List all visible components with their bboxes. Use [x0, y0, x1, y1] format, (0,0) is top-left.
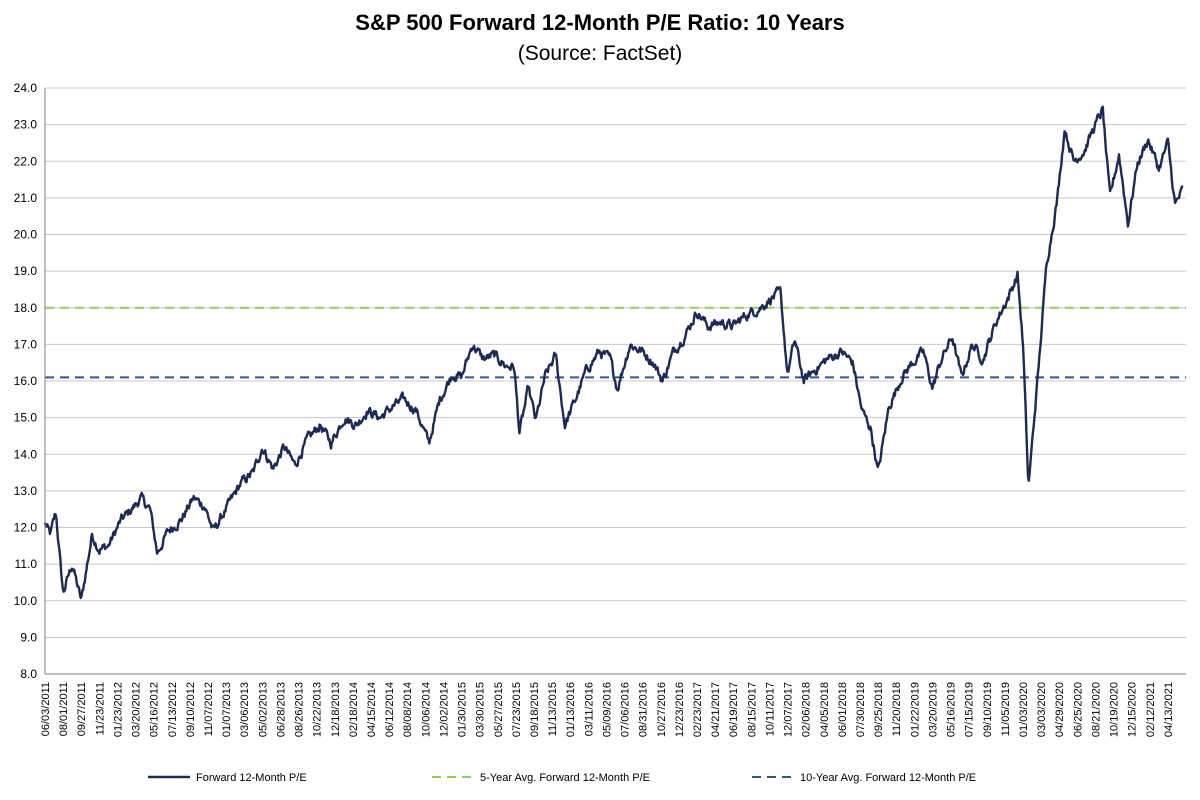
x-tick-label: 06/12/2014 — [384, 682, 396, 737]
y-tick-label: 24.0 — [14, 81, 38, 95]
legend-five-year-avg-label: 5-Year Avg. Forward 12-Month P/E — [480, 772, 650, 784]
y-tick-label: 23.0 — [14, 118, 38, 132]
axes — [44, 88, 1186, 675]
x-tick-label: 10/22/2013 — [312, 682, 324, 737]
y-tick-label: 8.0 — [20, 667, 37, 681]
x-tick-label: 06/25/2020 — [1072, 682, 1084, 737]
y-tick-label: 14.0 — [14, 447, 38, 461]
x-tick-label: 12/07/2017 — [783, 682, 795, 737]
y-tick-label: 22.0 — [14, 154, 38, 168]
x-tick-label: 06/19/2017 — [728, 682, 740, 737]
x-tick-label: 10/11/2017 — [764, 682, 776, 736]
x-tick-label: 12/23/2016 — [674, 682, 686, 737]
x-tick-label: 07/30/2018 — [855, 682, 867, 737]
x-tick-label: 11/05/2019 — [1000, 682, 1012, 736]
x-tick-label: 08/08/2014 — [402, 682, 414, 737]
x-tick-label: 03/20/2019 — [927, 682, 939, 737]
x-tick-label: 08/15/2017 — [746, 682, 758, 737]
x-tick-label: 01/13/2016 — [565, 682, 577, 737]
x-tick-label: 08/21/2020 — [1090, 682, 1102, 737]
x-tick-label: 03/20/2012 — [131, 682, 143, 737]
chart-subtitle: (Source: FactSet) — [518, 42, 683, 65]
x-tick-label: 11/13/2015 — [547, 682, 559, 736]
x-tick-label: 06/03/2011 — [40, 682, 52, 736]
legend-ten-year-avg-label: 10-Year Avg. Forward 12-Month P/E — [800, 772, 976, 784]
x-tick-label: 01/23/2012 — [112, 682, 124, 737]
x-tick-label: 04/29/2020 — [1054, 682, 1066, 737]
x-tick-label: 10/19/2020 — [1109, 682, 1121, 737]
x-tick-label: 05/16/2012 — [149, 682, 161, 737]
x-tick-label: 06/28/2013 — [275, 682, 287, 737]
x-tick-label: 03/11/2016 — [583, 682, 595, 736]
y-tick-label: 21.0 — [14, 191, 38, 205]
x-tick-label: 11/20/2018 — [891, 682, 903, 736]
x-tick-label: 08/31/2016 — [638, 682, 650, 737]
x-tick-label: 09/10/2019 — [982, 682, 994, 737]
y-axis-ticks: 8.0 9.0 10.0 11.0 12.0 13.0 14.0 15.0 16.0 17.0 18… — [14, 81, 38, 681]
x-tick-label: 07/06/2016 — [620, 682, 632, 737]
x-tick-label: 05/27/2015 — [493, 682, 505, 737]
x-axis-ticks: 06/03/2011 08/01/2011 09/27/2011 11/23/2011… — [40, 682, 1175, 737]
x-tick-label: 02/23/2017 — [692, 682, 704, 737]
x-tick-label: 11/23/2011 — [94, 682, 106, 735]
x-tick-label: 01/22/2019 — [909, 682, 921, 737]
legend-forward-pe-label: Forward 12-Month P/E — [196, 772, 307, 784]
x-tick-label: 09/25/2018 — [873, 682, 885, 737]
x-tick-label: 01/07/2013 — [221, 682, 233, 737]
x-tick-label: 09/27/2011 — [76, 682, 88, 736]
x-tick-label: 03/03/2020 — [1036, 682, 1048, 737]
y-tick-label: 16.0 — [14, 374, 38, 388]
x-tick-label: 07/15/2019 — [964, 682, 976, 737]
x-tick-label: 05/16/2019 — [946, 682, 958, 737]
x-tick-label: 07/13/2012 — [167, 682, 179, 737]
x-tick-label: 12/15/2020 — [1127, 682, 1139, 737]
y-tick-label: 20.0 — [14, 228, 38, 242]
y-tick-label: 17.0 — [14, 337, 38, 351]
x-tick-label: 07/23/2015 — [511, 682, 523, 737]
average-lines — [45, 306, 1186, 379]
x-tick-label: 01/03/2020 — [1018, 682, 1030, 737]
x-tick-label: 11/07/2012 — [203, 682, 215, 736]
y-tick-label: 12.0 — [14, 521, 38, 535]
x-tick-label: 03/30/2015 — [475, 682, 487, 737]
y-tick-label: 10.0 — [14, 594, 38, 608]
x-tick-label: 03/06/2013 — [239, 682, 251, 737]
x-tick-label: 08/26/2013 — [294, 682, 306, 737]
x-tick-label: 05/02/2013 — [257, 682, 269, 737]
x-tick-label: 05/09/2016 — [601, 682, 613, 737]
x-tick-label: 12/02/2014 — [438, 682, 450, 737]
x-tick-label: 02/06/2018 — [801, 682, 813, 737]
y-tick-label: 9.0 — [20, 630, 37, 644]
y-tick-label: 13.0 — [14, 484, 38, 498]
x-tick-label: 08/01/2011 — [58, 682, 70, 736]
y-tick-label: 11.0 — [15, 557, 38, 571]
x-tick-label: 01/30/2015 — [457, 682, 469, 737]
x-tick-label: 02/12/2021 — [1145, 682, 1157, 737]
x-tick-label: 10/27/2016 — [656, 682, 668, 737]
y-tick-label: 18.0 — [14, 301, 38, 315]
x-tick-label: 12/18/2013 — [330, 682, 342, 737]
legend: Forward 12-Month P/E 5-Year Avg. Forward … — [148, 772, 976, 784]
x-tick-label: 09/10/2012 — [185, 682, 197, 737]
x-tick-label: 04/05/2018 — [819, 682, 831, 737]
x-tick-label: 10/06/2014 — [420, 682, 432, 737]
x-tick-label: 09/18/2015 — [529, 682, 541, 737]
x-tick-label: 04/15/2014 — [366, 682, 378, 737]
y-tick-label: 15.0 — [14, 411, 38, 425]
x-tick-label: 04/13/2021 — [1163, 682, 1175, 737]
y-tick-label: 19.0 — [14, 264, 38, 278]
x-tick-label: 04/21/2017 — [710, 682, 722, 737]
chart-title: S&P 500 Forward 12-Month P/E Ratio: 10 Y… — [355, 10, 844, 35]
forward-pe-line — [43, 105, 1184, 600]
x-tick-label: 02/18/2014 — [348, 682, 360, 737]
series-lines — [43, 105, 1184, 600]
x-tick-label: 06/01/2018 — [837, 682, 849, 737]
